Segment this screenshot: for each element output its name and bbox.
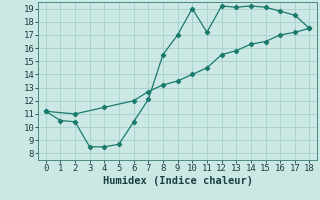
X-axis label: Humidex (Indice chaleur): Humidex (Indice chaleur) [103, 176, 252, 186]
